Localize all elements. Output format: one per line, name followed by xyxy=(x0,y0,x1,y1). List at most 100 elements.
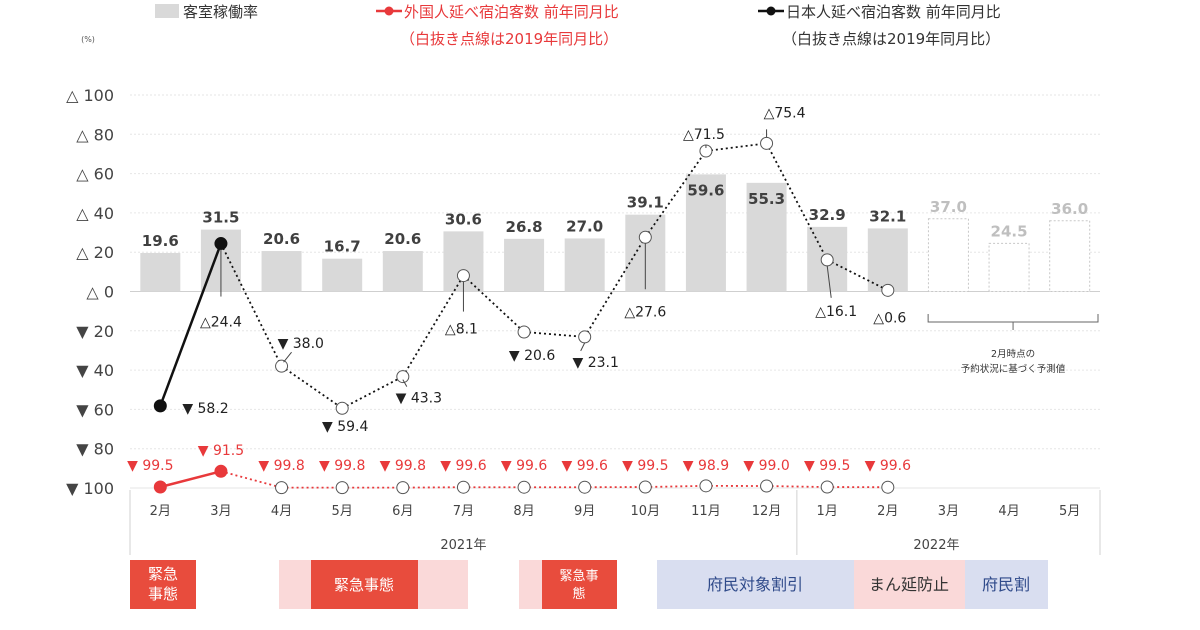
japanese-point xyxy=(578,330,592,344)
policy-emergency-label: 緊急事 xyxy=(559,569,598,584)
policy-prevention-label: まん延防止 xyxy=(869,575,949,594)
leader-line xyxy=(826,265,832,298)
japanese-line-segment xyxy=(159,243,223,407)
legend-foreign-marker xyxy=(384,6,394,16)
japanese-data-label: ▼ 23.1 xyxy=(572,355,618,371)
x-tick-label: 1月 xyxy=(817,504,838,519)
foreign-point xyxy=(335,481,349,495)
bar-value-label: 24.5 xyxy=(991,222,1028,240)
forecast-bar xyxy=(1049,220,1091,292)
foreign-line-segment xyxy=(220,470,282,489)
foreign-data-label: ▼ 99.8 xyxy=(319,458,365,474)
x-tick-label: 3月 xyxy=(938,504,959,519)
foreign-data-label: ▼ 99.6 xyxy=(440,458,486,474)
y-tick-label: △ 100 xyxy=(66,86,114,105)
policy-emergency-block xyxy=(542,560,617,609)
occupancy-bar xyxy=(746,182,787,292)
foreign-point xyxy=(820,480,834,494)
occupancy-bar xyxy=(685,174,726,292)
bar-value-label: 32.9 xyxy=(809,206,846,224)
x-tick-label: 12月 xyxy=(752,504,782,519)
bar-value-label: 32.1 xyxy=(869,207,906,225)
japanese-data-label: △75.4 xyxy=(764,105,806,121)
x-tick-label: 8月 xyxy=(513,504,534,519)
forecast-bar xyxy=(927,218,969,292)
japanese-data-label: △27.6 xyxy=(624,304,666,320)
bar-value-label: 16.7 xyxy=(324,238,361,256)
japanese-point xyxy=(275,359,289,373)
japanese-point xyxy=(638,230,652,244)
x-tick-label: 4月 xyxy=(271,504,292,519)
japanese-data-label: △16.1 xyxy=(815,304,857,320)
leader-line xyxy=(283,351,292,363)
bar-value-label: 55.3 xyxy=(748,190,785,208)
japanese-point xyxy=(456,269,470,283)
foreign-data-label: ▼ 99.5 xyxy=(804,458,850,474)
policy-emergency-label: 事態 xyxy=(148,585,178,603)
foreign-point xyxy=(396,481,410,495)
bar-value-label: 59.6 xyxy=(687,181,724,199)
forecast-note: 予約状況に基づく予測値 xyxy=(961,363,1066,375)
bar-value-label: 36.0 xyxy=(1051,200,1088,218)
legend-japanese-marker xyxy=(766,6,776,16)
x-tick-label: 10月 xyxy=(631,504,661,519)
occupancy-bar xyxy=(564,238,605,292)
y-unit-label: (%) xyxy=(81,35,95,44)
legend-foreign-sublabel: （白抜き点線は2019年同月比） xyxy=(400,30,618,48)
foreign-line-segment xyxy=(766,485,828,488)
japanese-point xyxy=(517,325,531,339)
japanese-data-label: ▼ 59.4 xyxy=(322,419,368,435)
japanese-data-label: ▼ 58.2 xyxy=(182,401,228,417)
occupancy-bar xyxy=(140,252,181,292)
forecast-note: 2月時点の xyxy=(991,349,1035,360)
foreign-point xyxy=(760,479,774,493)
japanese-data-label: △24.4 xyxy=(200,315,242,331)
legend-occupancy-label: 客室稼働率 xyxy=(183,3,258,21)
foreign-data-label: ▼ 99.8 xyxy=(258,458,304,474)
y-tick-label: ▼ 60 xyxy=(76,400,114,419)
foreign-data-label: ▼ 99.8 xyxy=(380,458,426,474)
japanese-line-segment xyxy=(281,365,343,409)
policy-emergency-block xyxy=(130,560,196,609)
y-tick-label: ▼ 80 xyxy=(76,440,114,459)
occupancy-bar xyxy=(504,238,545,292)
occupancy-bar xyxy=(322,258,363,292)
japanese-point xyxy=(153,399,167,413)
japanese-line-segment xyxy=(826,259,889,292)
foreign-line-segment xyxy=(645,484,706,488)
leader-line xyxy=(580,342,586,352)
y-tick-label: ▼ 100 xyxy=(66,479,114,498)
forecast-bracket xyxy=(927,314,1099,330)
japanese-point xyxy=(760,136,774,150)
japanese-line-segment xyxy=(765,142,828,261)
foreign-data-label: ▼ 91.5 xyxy=(198,443,244,459)
foreign-point xyxy=(578,480,592,494)
foreign-point xyxy=(881,480,895,494)
foreign-data-label: ▼ 99.6 xyxy=(561,458,607,474)
japanese-point xyxy=(881,283,895,297)
x-tick-label: 5月 xyxy=(1059,504,1080,519)
policy-prevention-block xyxy=(854,560,965,609)
japanese-line-segment xyxy=(705,142,767,152)
japanese-data-label: △8.1 xyxy=(445,322,478,338)
occupancy-bar xyxy=(382,251,423,292)
bar-value-label: 19.6 xyxy=(142,232,179,250)
japanese-data-label: ▼ 20.6 xyxy=(509,348,555,364)
occupancy-bar xyxy=(261,251,302,292)
occupancy-bar xyxy=(867,228,908,292)
legend-foreign-label: 外国人延べ宿泊客数 前年同月比 xyxy=(404,3,619,21)
x-tick-label: 7月 xyxy=(453,504,474,519)
y-tick-label: △ 20 xyxy=(76,243,114,262)
x-tick-label: 4月 xyxy=(998,504,1019,519)
foreign-data-label: ▼ 98.9 xyxy=(683,458,729,474)
legend-japanese-label: 日本人延べ宿泊客数 前年同月比 xyxy=(786,3,1001,21)
japanese-line-segment xyxy=(462,274,525,333)
x-tick-label: 9月 xyxy=(574,504,595,519)
x-tick-label: 2月 xyxy=(150,504,171,519)
y-tick-label: ▼ 20 xyxy=(76,322,114,341)
policy-campaign-block xyxy=(965,560,1048,609)
bar-value-label: 37.0 xyxy=(930,198,967,216)
policy-emergency-label: 緊急事態 xyxy=(334,576,394,594)
foreign-data-label: ▼ 99.0 xyxy=(743,458,789,474)
